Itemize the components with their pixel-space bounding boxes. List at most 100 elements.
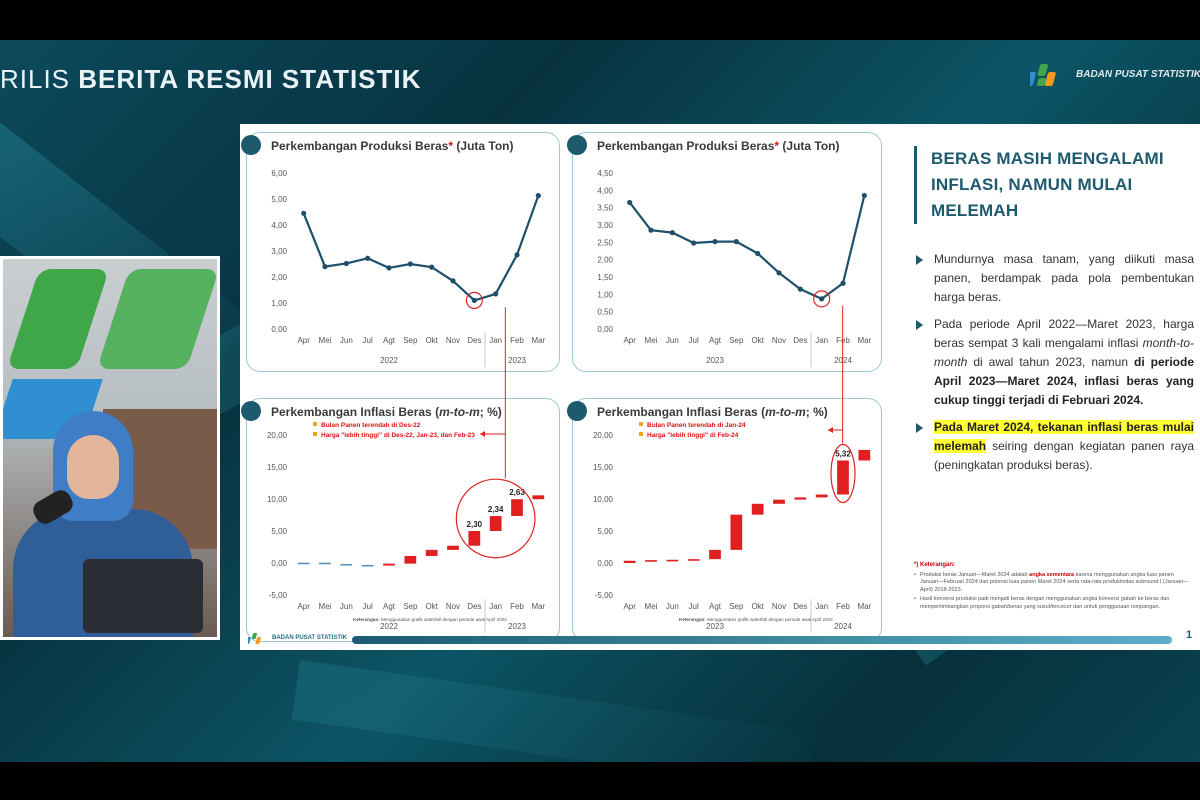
presentation-slide: 0,00 1,00 2,00 3,00 4,00 5,00 6,00 Apr Mei Jun Jul… [240,124,1200,650]
x-tick-label: Mei [319,602,332,611]
highlight-ellipse [455,478,536,559]
wall-logo-shape [96,269,217,369]
inflation-chart-2023-2024: -5,00 0,00 5,00 10,00 15,00 20,00 Apr Mei Jun Jul… [567,398,882,642]
y-tick-label: 2,00 [271,273,287,282]
x-tick-label: Mei [645,336,658,345]
data-point [514,252,520,258]
chart-title: Perkembangan Produksi Beras* (Juta Ton) [597,139,840,153]
chart-note: Keterangan: Menggunakan grafik waterfall… [679,617,833,622]
x-tick-label: Jun [666,336,679,345]
data-point [471,297,477,303]
chart-title-text: Perkembangan Inflasi Beras ( [271,405,440,419]
inflation-chart-2022-2023: -5,00 0,00 5,00 10,00 15,00 20,00 Apr Mei Jun Jul… [241,398,560,642]
y-tick-label: 3,00 [271,247,287,256]
x-tick-label: Sep [403,336,418,345]
y-tick-label: 20,00 [593,431,614,440]
waterfall-bar [815,494,828,498]
background-band [291,660,815,762]
y-tick-label: 20,00 [267,431,288,440]
chart-title-text: (Juta Ton) [779,139,840,153]
production-chart-2022-2023: 0,00 1,00 2,00 3,00 4,00 5,00 6,00 Apr Mei Jun Jul… [241,132,560,372]
year-label: 2023 [508,356,526,365]
waterfall-bar [425,549,438,556]
panel-bullet-icon [241,401,261,421]
footer-bar [352,636,1172,644]
x-tick-label: Mei [645,602,658,611]
wall-logo-shape [6,269,110,369]
bullet-text: di awal tahun 2023, namun [967,355,1135,369]
legend-text: Harga "lebih tinggi" di Feb-24 [647,432,739,439]
waterfall-bar [361,564,374,567]
bullet-list: Mundurnya masa tanam, yang diikuti masa … [914,250,1194,483]
data-point [755,250,761,257]
chart-note-label: Keterangan: [353,617,381,622]
y-tick-label: -5,00 [595,591,614,600]
x-tick-label: Des [467,602,481,611]
data-point [691,240,697,246]
x-tick-label: Okt [751,602,764,611]
inflation-chart-2022-2023-svg: -5,00 0,00 5,00 10,00 15,00 20,00 Apr Mei Jun Jul… [267,422,546,633]
chart-title-italic: m-to-m [765,405,806,419]
production-chart-2023-2024-svg: 0,00 0,50 1,00 1,50 2,00 2,50 3,00 3,50 4,00 4,50… [597,169,872,367]
y-tick-label: 4,50 [597,169,613,178]
broadcast-title-bold: BERITA RESMI STATISTIK [78,64,422,94]
legend-marker [639,432,643,436]
bullet-item: Pada periode April 2022—Maret 2023, harg… [914,315,1194,410]
y-tick-label: 4,00 [271,221,287,230]
data-point [365,255,371,261]
year-label: 2022 [380,622,398,631]
x-tick-label: Jun [340,336,353,345]
letterbox-top [0,0,1200,40]
waterfall-bar [297,562,310,565]
data-point [493,291,499,297]
data-point [386,265,392,271]
chart-title-text: Perkembangan Inflasi Beras ( [597,405,766,419]
x-tick-label: Apr [623,602,636,611]
y-tick-label: 2,00 [597,256,613,265]
x-tick-label: Feb [510,602,524,611]
legend-marker [639,422,643,426]
letterbox-bottom [0,762,1200,800]
waterfall-bar [837,460,849,495]
y-tick-label: 4,00 [597,186,613,195]
inflation-chart-2023-2024-svg: -5,00 0,00 5,00 10,00 15,00 20,00 Apr Mei Jun Jul… [593,422,872,633]
tablet-device [83,559,203,633]
year-label: 2023 [706,622,724,631]
data-point [627,199,633,206]
x-tick-label: Des [793,336,807,345]
slide-headline: BERAS MASIH MENGALAMI INFLASI, NAMUN MUL… [914,146,1184,224]
year-label: 2023 [706,356,724,365]
broadcast-title-light: RILIS [0,64,71,94]
data-point [429,264,435,270]
waterfall-bar [404,555,417,564]
data-point [797,286,803,292]
y-tick-label: 3,00 [597,221,613,230]
waterfall-bar [623,560,636,563]
data-label: 2,34 [488,505,504,514]
x-tick-label: Sep [403,602,418,611]
waterfall-bar [709,549,721,560]
data-point [733,239,739,245]
chart-title: Perkembangan Inflasi Beras (m-to-m; %) [271,405,502,419]
x-tick-label: Des [793,602,807,611]
bullet-item: Mundurnya masa tanam, yang diikuti masa … [914,250,1194,307]
waterfall-bar [511,499,523,517]
waterfall-bar [468,531,481,546]
y-tick-label: 0,00 [271,325,287,334]
waterfall-bar [447,545,459,550]
y-tick-label: 0,00 [597,325,613,334]
x-tick-label: Jul [689,336,699,345]
bps-logo-icon [248,633,261,644]
bullet-item: Pada Maret 2024, tekanan inflasi beras m… [914,418,1194,475]
y-tick-label: 10,00 [593,495,614,504]
data-point [712,239,718,245]
footnotes-title: *) Keterangan: [914,562,956,568]
x-tick-label: Apr [623,336,636,345]
year-label: 2023 [508,622,526,631]
y-tick-label: 2,50 [597,238,613,247]
x-tick-label: Mar [531,602,545,611]
chart-title-text: (Juta Ton) [453,139,514,153]
x-tick-label: Jun [340,602,353,611]
x-tick-label: Nov [446,602,460,611]
page-number: 1 [1186,629,1193,641]
